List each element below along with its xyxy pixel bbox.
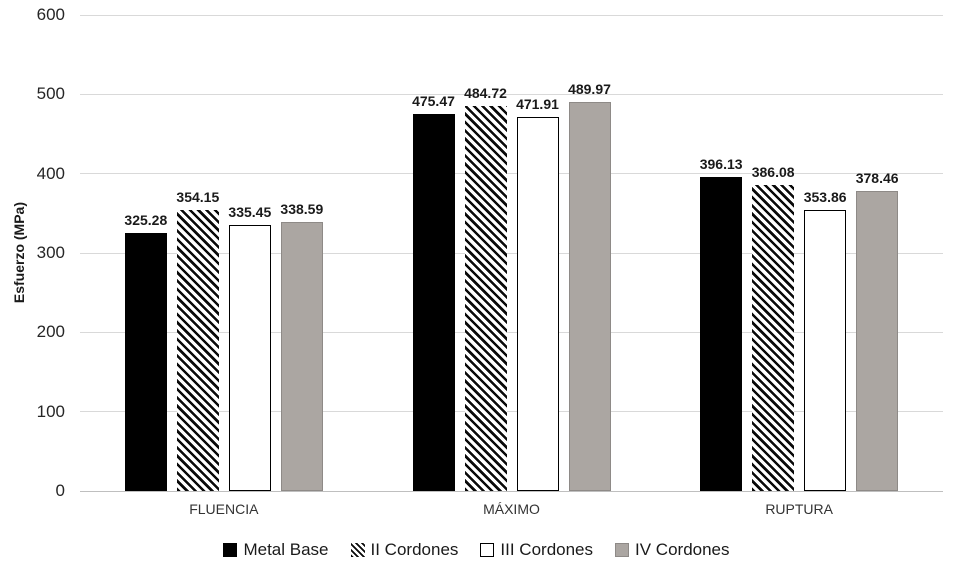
bar-ii-cordones <box>464 106 507 491</box>
bar-iv-cordones <box>280 222 323 491</box>
bar-value-label: 335.45 <box>228 203 272 220</box>
y-axis-tick-label: 300 <box>36 243 65 262</box>
bar-iii-cordones <box>516 116 559 491</box>
bar-ii-cordones <box>176 210 219 491</box>
y-axis-tick-label: 600 <box>36 5 65 24</box>
bar-value-label: 353.86 <box>803 189 847 206</box>
y-axis-tick-label: 0 <box>55 481 65 500</box>
legend-label: Metal Base <box>243 540 329 559</box>
x-axis-category-label: FLUENCIA <box>189 501 259 517</box>
legend-item-ii-cordones: II Cordones <box>350 540 459 560</box>
gridline <box>80 252 943 254</box>
bar-value-label: 475.47 <box>412 92 455 109</box>
y-axis-tick-label: 500 <box>36 84 65 104</box>
y-axis-tick-label: 100 <box>36 401 65 421</box>
legend-swatch-icon <box>480 543 495 557</box>
bar-value-label: 489.97 <box>568 81 611 98</box>
y-axis-tick-label: 200 <box>36 322 65 342</box>
bar-metal-base <box>412 113 455 491</box>
bar-iv-cordones <box>568 102 611 491</box>
legend-item-iv-cordones: IV Cordones <box>615 540 730 560</box>
bar-value-label: 386.08 <box>751 163 795 180</box>
bar-value-label: 484.72 <box>464 85 507 102</box>
gridline <box>80 173 943 175</box>
bar-ii-cordones <box>752 184 795 491</box>
bar-value-label: 396.13 <box>699 155 743 172</box>
bar-value-label: 378.46 <box>855 169 899 186</box>
legend: Metal Base II Cordones III Cordones IV Cord… <box>0 534 953 566</box>
bar-iii-cordones <box>228 224 271 491</box>
bar-iii-cordones <box>804 210 847 491</box>
gridline <box>80 14 943 16</box>
x-axis-category-label: MÁXIMO <box>483 501 540 517</box>
bar-value-label: 354.15 <box>176 189 220 206</box>
legend-swatch-icon <box>350 543 365 557</box>
legend-swatch-icon <box>615 543 630 557</box>
bar-iv-cordones <box>856 190 899 491</box>
gridline <box>80 93 943 95</box>
bar-value-label: 325.28 <box>124 211 168 228</box>
y-axis-tick-label: 400 <box>36 163 65 183</box>
gridline <box>80 411 943 413</box>
bar-metal-base <box>124 232 167 491</box>
legend-item-metal-base: Metal Base <box>223 540 329 560</box>
gridline <box>80 331 943 333</box>
bar-value-label: 338.59 <box>280 201 324 218</box>
x-axis-category-label: RUPTURA <box>765 501 833 517</box>
legend-item-iii-cordones: III Cordones <box>480 540 593 560</box>
legend-label: II Cordones <box>370 540 459 559</box>
legend-swatch-icon <box>223 543 238 557</box>
gridline <box>80 490 943 492</box>
bar-value-label: 471.91 <box>516 95 559 112</box>
legend-label: IV Cordones <box>635 540 730 559</box>
legend-label: III Cordones <box>500 540 594 559</box>
bar-metal-base <box>700 176 743 491</box>
